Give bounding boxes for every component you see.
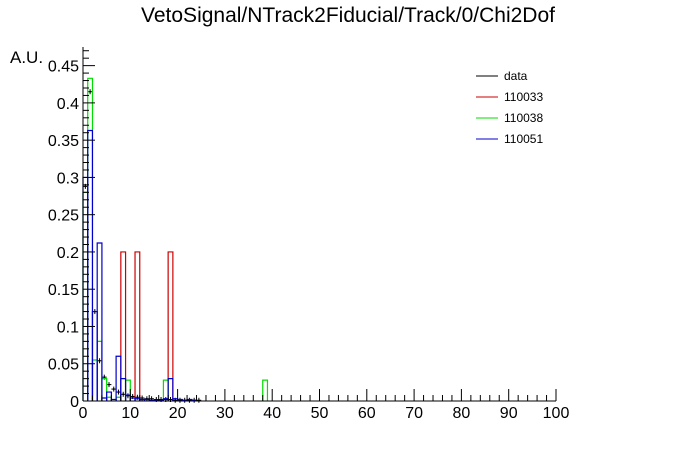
bin-110051-18	[167, 378, 174, 401]
bin-110033-0	[120, 251, 127, 401]
point-data-10	[130, 394, 136, 400]
x-tick-label-10: 10	[121, 405, 139, 422]
chart-title: VetoSignal/NTrack2Fiducial/Track/0/Chi2D…	[141, 4, 555, 27]
series-110038	[82, 77, 269, 401]
point-data-7	[116, 389, 121, 395]
series-marks	[82, 77, 269, 403]
bin-110033-1	[134, 251, 141, 401]
legend: data 110033 110038 110051	[476, 69, 543, 146]
point-data-8	[120, 391, 126, 397]
bin-110038-5	[106, 396, 112, 401]
legend-label-data: data	[504, 69, 528, 83]
bin-110033-2	[167, 251, 174, 401]
point-data-6	[111, 386, 117, 392]
x-tick-label-90: 90	[500, 405, 518, 422]
legend-entry-110038: 110038	[476, 111, 543, 125]
point-data-5	[106, 382, 112, 388]
point-data-3	[97, 358, 102, 364]
legend-entry-110051: 110051	[476, 132, 543, 146]
x-tick-label-50: 50	[311, 405, 329, 422]
bin-110038-3	[96, 340, 103, 401]
bin-110051-8	[120, 378, 127, 401]
y-tick-label-6: 0.3	[57, 170, 79, 187]
series-data	[83, 89, 202, 403]
x-tick-label-80: 80	[453, 405, 471, 422]
x-tick-label-60: 60	[358, 405, 376, 422]
legend-label-110038: 110038	[504, 111, 543, 125]
legend-entry-110033: 110033	[476, 90, 543, 104]
bin-110051-3	[96, 242, 103, 401]
bin-110038-9	[262, 379, 269, 401]
x-tick-label-0: 0	[79, 405, 88, 422]
x-tick-label-100: 100	[543, 405, 570, 422]
point-data-20	[177, 397, 183, 403]
y-tick-label-2: 0.1	[57, 319, 79, 336]
y-tick-label-0: 0	[70, 394, 79, 411]
y-tick-label-7: 0.35	[48, 133, 79, 150]
point-data-24	[196, 397, 202, 403]
y-tick-label-9: 0.45	[48, 59, 79, 76]
series-110033	[120, 251, 174, 401]
x-tick-label-20: 20	[169, 405, 187, 422]
legend-entry-data: data	[476, 69, 528, 83]
y-tick-label-1: 0.05	[48, 357, 79, 374]
y-tick-label-5: 0.25	[48, 208, 79, 225]
point-data-22	[187, 397, 192, 403]
point-data-1	[87, 89, 93, 95]
x-tick-label-40: 40	[263, 405, 281, 422]
y-tick-label-4: 0.2	[57, 245, 79, 262]
x-tick-label-70: 70	[405, 405, 423, 422]
y-tick-label-3: 0.15	[48, 282, 79, 299]
bin-110038-6	[115, 396, 122, 401]
bin-110051-5	[106, 391, 112, 401]
y-tick-label-8: 0.4	[57, 96, 79, 113]
x-tick-label-30: 30	[216, 405, 234, 422]
legend-label-110051: 110051	[504, 132, 543, 146]
bin-110038-2	[91, 359, 98, 401]
bin-110051-2	[91, 310, 98, 401]
point-data-9	[125, 393, 131, 399]
y-axis-label: A.U.	[10, 48, 44, 67]
bin-110038-1	[87, 77, 94, 401]
legend-label-110033: 110033	[504, 90, 543, 104]
bin-110051-1	[87, 129, 94, 401]
axes: 0 10 20 30 40 50 60 70 80 90 100 0 0.05 0.1 0.15 0.2 0.2…	[48, 47, 570, 422]
